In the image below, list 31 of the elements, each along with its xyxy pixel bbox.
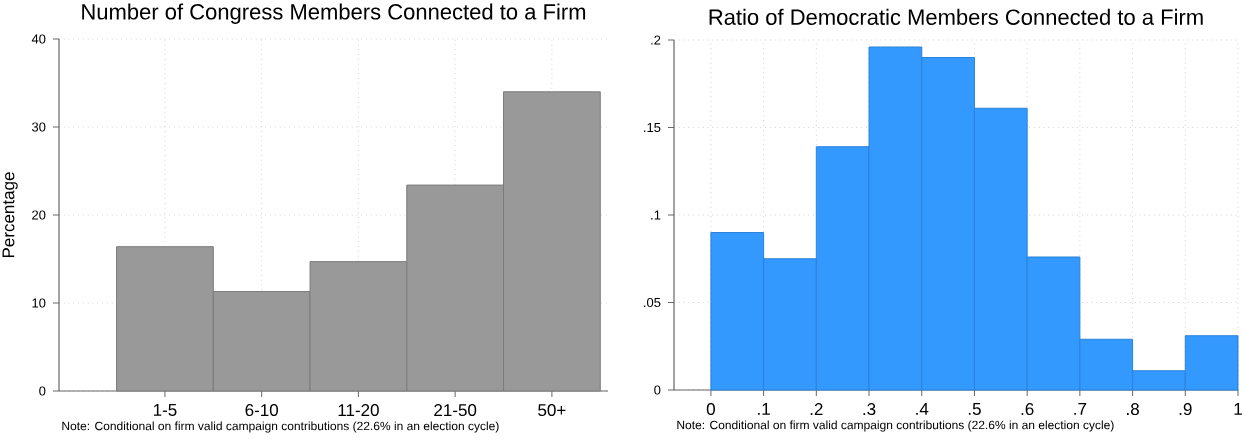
y-tick-label: .15 (644, 122, 661, 133)
y-tick-label: 0 (39, 386, 46, 396)
x-tick-label: .8 (1127, 403, 1139, 416)
y-axis-title: Percentage (2, 172, 18, 258)
x-tick-label: .1 (758, 403, 770, 415)
text: Note: Conditional on firm valid campaign contributions (22.6% in an election cycle) (62, 421, 499, 433)
x-tick-label: .7 (1074, 403, 1087, 415)
y-tick-label: 0 (654, 385, 661, 395)
y-tick-label: 40 (31, 34, 46, 44)
x-tick-label: .3 (863, 403, 876, 416)
x-tick-label: 11-20 (338, 404, 379, 417)
x-tick-label: .6 (1021, 403, 1034, 416)
x-tick-label: 21-50 (434, 404, 477, 417)
chart-title: Number of Congress Members Connected to a Firm (82, 3, 586, 24)
y-tick-label: 30 (31, 122, 46, 132)
y-tick-label: .1 (651, 210, 661, 220)
x-tick-label: 0 (706, 403, 715, 416)
x-tick-label: .9 (1179, 403, 1192, 416)
x-tick-label: .4 (916, 403, 929, 415)
y-tick-label: .2 (651, 35, 661, 45)
y-tick-label: 20 (32, 210, 46, 220)
x-tick-label: .5 (968, 403, 981, 415)
x-tick-label: 1-5 (153, 404, 177, 416)
text: Note: Conditional on firm valid campaign contributions (22.6% in an election cycle) (677, 420, 1114, 432)
x-tick-label: 50+ (538, 404, 566, 417)
y-tick-label: 10 (32, 298, 46, 308)
x-tick-label: 6-10 (245, 404, 279, 417)
x-tick-label: .2 (810, 403, 823, 415)
chart-title: Ratio of Democratic Members Connected to a Firm (709, 8, 1203, 25)
x-tick-label: 1 (1234, 403, 1242, 415)
y-tick-label: .05 (644, 297, 661, 308)
